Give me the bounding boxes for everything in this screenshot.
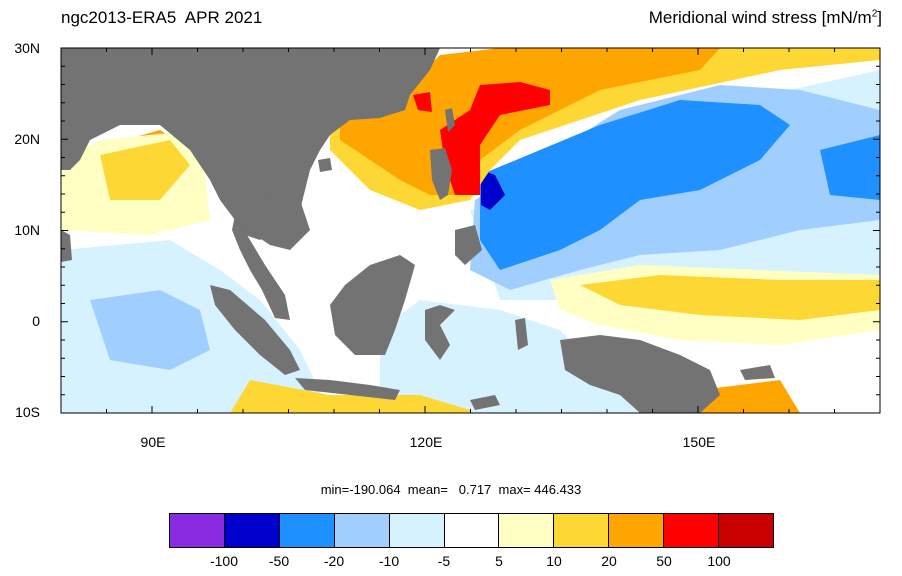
region-mediumblue-east bbox=[820, 135, 880, 200]
land-philippines-mindanao bbox=[455, 225, 482, 265]
land-timor bbox=[470, 395, 500, 410]
land-taiwan bbox=[445, 108, 455, 132]
land-borneo bbox=[330, 255, 415, 355]
region-red-core bbox=[440, 82, 550, 195]
land-philippines-luzon bbox=[430, 148, 452, 200]
land-new-britain bbox=[740, 365, 775, 380]
stats-line: min=-190.064 mean= 0.717 max= 446.433 bbox=[320, 482, 582, 497]
lat-label-10s: 10S bbox=[15, 404, 40, 420]
land-halmahera bbox=[515, 318, 528, 350]
land-sumatra bbox=[210, 285, 300, 375]
lat-label-30n: 30N bbox=[14, 40, 40, 56]
colorbar-box-10 bbox=[719, 514, 773, 547]
land-indochina bbox=[240, 195, 310, 250]
colorbar-box-1 bbox=[224, 514, 280, 547]
colorbar-label: 50 bbox=[656, 553, 672, 569]
colorbar-box-9 bbox=[664, 514, 720, 547]
colorbar-label: 20 bbox=[601, 553, 617, 569]
colorbar-label: -10 bbox=[378, 553, 400, 569]
region-orange-southeast bbox=[690, 380, 800, 413]
colorbar-box-4 bbox=[389, 514, 445, 547]
region-orange-southpacific bbox=[580, 275, 880, 320]
lon-label-150e: 150E bbox=[682, 434, 716, 450]
colorbar-box-7 bbox=[554, 514, 610, 547]
lat-label-0: 0 bbox=[32, 313, 40, 329]
land-java bbox=[295, 378, 400, 400]
land-asia-mainland bbox=[61, 48, 440, 240]
region-yellow-southwest bbox=[230, 380, 470, 413]
land-new-guinea bbox=[560, 335, 720, 413]
plot-title-right: Meridional wind stress [mN/m2] bbox=[649, 8, 882, 28]
colorbar-label: -100 bbox=[209, 553, 239, 569]
colorbar-box-6 bbox=[499, 514, 555, 547]
plot-title-left: ngc2013-ERA5 APR 2021 bbox=[61, 8, 263, 27]
region-red-west bbox=[413, 92, 432, 112]
lat-label-10n: 10N bbox=[14, 222, 40, 238]
colorbar-label: 10 bbox=[546, 553, 562, 569]
lon-label-120e: 120E bbox=[409, 434, 443, 450]
colorbar-label: -50 bbox=[268, 553, 290, 569]
colorbar-label: 100 bbox=[707, 553, 731, 569]
title-right-sup: 2 bbox=[871, 8, 878, 20]
region-darkblue-patch bbox=[481, 170, 505, 210]
title-right-end: ] bbox=[877, 8, 882, 27]
colorbar-box-2 bbox=[279, 514, 335, 547]
region-orange-bay-core bbox=[100, 140, 190, 200]
colorbar-box-0 bbox=[170, 514, 225, 547]
lon-label-90e: 90E bbox=[140, 434, 166, 450]
title-right-main: Meridional wind stress [mN/m bbox=[648, 8, 872, 27]
region-palelightblue-indian bbox=[90, 290, 210, 370]
colorbar bbox=[169, 513, 774, 548]
colorbar-label: -20 bbox=[323, 553, 345, 569]
colorbar-label: 5 bbox=[495, 553, 503, 569]
axis-ticks bbox=[60, 47, 881, 414]
colorbar-box-3 bbox=[334, 514, 390, 547]
region-lightblue-southpacific bbox=[380, 300, 640, 413]
colorbar-box-8 bbox=[609, 514, 665, 547]
land-sulawesi bbox=[425, 305, 455, 360]
colorbar-label: -5 bbox=[437, 553, 451, 569]
land-hainan bbox=[318, 158, 332, 172]
lat-label-20n: 20N bbox=[14, 131, 40, 147]
colorbar-box-5 bbox=[444, 514, 500, 547]
region-mediumblue-band bbox=[480, 100, 790, 270]
land-sri-lanka bbox=[61, 230, 72, 262]
land-malay-peninsula bbox=[232, 215, 290, 320]
